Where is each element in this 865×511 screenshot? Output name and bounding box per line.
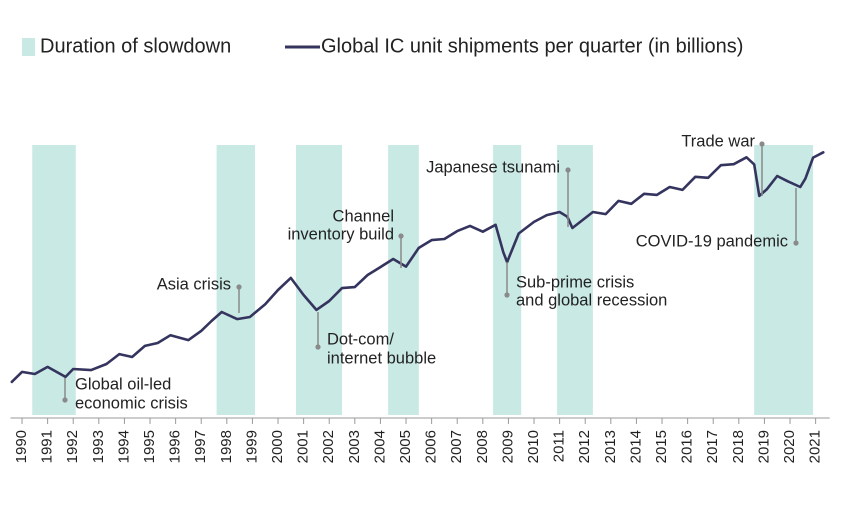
x-tick-label: 2007 xyxy=(448,430,465,463)
annotation-text: Dot-com/ xyxy=(327,330,394,348)
x-tick-label: 2010 xyxy=(525,430,542,463)
annotation-text: economic crisis xyxy=(75,394,188,412)
x-tick-label: 2004 xyxy=(371,430,388,463)
x-tick-label: 2013 xyxy=(602,430,619,463)
annotation-dot xyxy=(315,344,321,350)
annotation-dot xyxy=(398,233,404,239)
annotation-text: Japanese tsunami xyxy=(426,158,560,176)
x-tick-label: 2020 xyxy=(781,430,798,463)
x-tick-label: 2009 xyxy=(499,430,516,463)
slowdown-band xyxy=(754,145,814,415)
x-tick-label: 1990 xyxy=(13,430,30,463)
x-tick-label: 1996 xyxy=(167,430,184,463)
x-tick-label: 2018 xyxy=(730,430,747,463)
annotation-dot xyxy=(759,141,765,147)
legend-label-slowdown: Duration of slowdown xyxy=(40,35,231,57)
x-tick-label: 2000 xyxy=(269,430,286,463)
series-line xyxy=(10,151,825,384)
x-tick-label: 2008 xyxy=(474,430,491,463)
x-tick-label: 2001 xyxy=(295,430,312,463)
slowdown-band xyxy=(216,145,255,415)
annotation-text: and global recession xyxy=(516,291,667,309)
x-tick-label: 2002 xyxy=(320,430,337,463)
annotation-dot xyxy=(504,292,510,298)
annotation-text: Asia crisis xyxy=(157,275,231,293)
x-tick-label: 2017 xyxy=(704,430,721,463)
x-tick-label: 1995 xyxy=(141,430,158,463)
x-tick-label: 1994 xyxy=(115,430,132,463)
slowdown-band xyxy=(388,145,419,415)
x-tick-label: 2019 xyxy=(755,430,772,463)
annotation-dot xyxy=(793,240,799,246)
x-tick-label: 2016 xyxy=(679,430,696,463)
x-tick-label: 1991 xyxy=(39,430,56,463)
x-tick-label: 1993 xyxy=(90,430,107,463)
annotation-dot xyxy=(62,397,68,403)
annotation-text: internet bubble xyxy=(327,349,436,367)
annotation-dot xyxy=(565,167,571,173)
annotation-text: inventory build xyxy=(288,225,394,243)
annotation-text: Global oil-led xyxy=(75,375,171,393)
x-tick-label: 2003 xyxy=(346,430,363,463)
x-tick-label: 2005 xyxy=(397,430,414,463)
legend-swatch-slowdown xyxy=(22,38,35,56)
x-tick-label: 2006 xyxy=(423,430,440,463)
x-tick-label: 2011 xyxy=(551,430,568,462)
slowdown-band xyxy=(557,145,593,415)
x-tick-label: 2012 xyxy=(576,430,593,463)
legend-label-line: Global IC unit shipments per quarter (in… xyxy=(321,35,743,57)
x-tick-label: 2021 xyxy=(807,430,824,463)
annotation-text: COVID-19 pandemic xyxy=(636,232,788,250)
x-tick-label: 1998 xyxy=(218,430,235,463)
x-tick-label: 1997 xyxy=(192,430,209,463)
x-tick-label: 1992 xyxy=(64,430,81,463)
x-tick-label: 1999 xyxy=(243,430,260,463)
x-tick-label: 2015 xyxy=(653,430,670,463)
annotation-dot xyxy=(236,284,242,290)
slowdown-band xyxy=(295,145,343,415)
annotation-text: Sub-prime crisis xyxy=(516,273,634,291)
annotation-text: Trade war xyxy=(681,132,755,150)
annotation-text: Channel xyxy=(333,207,394,225)
x-tick-label: 2014 xyxy=(627,430,644,463)
